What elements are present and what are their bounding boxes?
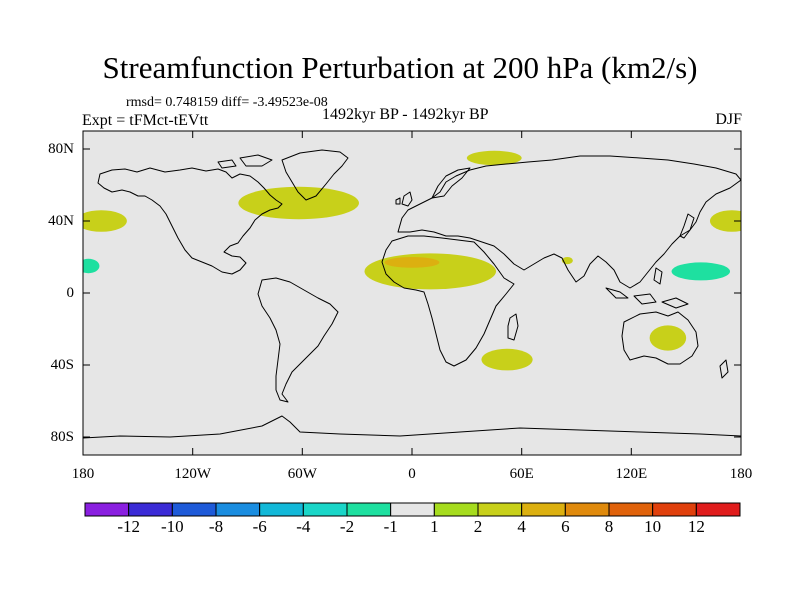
anomaly-region-18 — [649, 325, 687, 351]
anomaly-region-13 — [168, 287, 188, 299]
colorbar-label: -4 — [296, 517, 311, 536]
colorbar-swatch-11 — [521, 502, 566, 517]
anomaly-region-17 — [481, 348, 533, 371]
anomaly-region-6 — [671, 262, 731, 281]
anomaly-region-8 — [238, 186, 359, 220]
colorbar-swatch-15 — [695, 502, 741, 517]
plot-title: Streamfunction Perturbation at 200 hPa (… — [102, 50, 698, 85]
lat-label-80s: 80S — [50, 429, 74, 445]
colorbar-label: 2 — [473, 517, 483, 536]
season-label: DJF — [715, 111, 742, 128]
north-america-coast — [97, 167, 283, 275]
colorbar-label: 8 — [604, 517, 614, 536]
anomaly-region-10 — [466, 150, 522, 166]
africa-coast — [381, 235, 515, 367]
period-label: 1492kyr BP - 1492kyr BP — [322, 106, 489, 123]
lon-ticks — [82, 131, 742, 455]
eurasia-coast — [397, 155, 741, 289]
lon-label-60w: 60W — [287, 466, 317, 482]
anomaly-region-12 — [384, 257, 440, 268]
lon-label-120w: 120W — [174, 466, 212, 482]
colorbar-label: 4 — [517, 517, 526, 536]
anomaly-region-9 — [296, 230, 455, 256]
colorbar-swatch-5 — [259, 502, 304, 517]
colorbar-swatch-13 — [608, 502, 654, 517]
new-zealand-coast — [719, 359, 729, 379]
anomaly-region-1 — [83, 210, 127, 232]
colorbar-swatch-4 — [215, 502, 261, 517]
greenland-coast — [281, 149, 349, 201]
madagascar-coast — [507, 313, 519, 341]
experiment-label: Expt = tFMct-tEVtt — [82, 112, 209, 129]
colorbar-label: 10 — [644, 517, 662, 536]
map-background — [83, 131, 741, 455]
colorbar-swatch-7 — [346, 502, 392, 517]
anomaly-region-2 — [709, 210, 741, 232]
colorbar-label: -2 — [339, 517, 355, 536]
lat-label-80n: 80N — [48, 141, 74, 157]
arctic-islands-coast — [217, 154, 273, 169]
colorbar-label: 6 — [561, 517, 570, 536]
colorbar-swatch-10 — [477, 502, 523, 517]
japan-coast — [679, 213, 695, 239]
lon-label-120e: 120E — [615, 466, 648, 482]
colorbar-label: -8 — [208, 517, 224, 536]
colorbar-swatch-8 — [390, 502, 435, 517]
colorbar-label: -6 — [252, 517, 267, 536]
colorbar-swatch-1 — [84, 502, 130, 517]
lat-label-40s: 40S — [50, 357, 74, 373]
colorbar-swatch-14 — [652, 502, 697, 517]
antarctica-coast — [83, 415, 741, 439]
colorbar-label: 1 — [430, 517, 439, 536]
colorbar-swatch-12 — [564, 502, 610, 517]
lon-label-180e: 180 — [729, 466, 753, 482]
colorbar-label: -1 — [383, 517, 398, 536]
lon-label-180w: 180 — [71, 466, 95, 482]
south-america-coast — [257, 277, 339, 403]
lon-label-60e: 60E — [509, 466, 534, 482]
lat-ticks — [83, 148, 741, 438]
colorbar-label: 12 — [687, 517, 705, 536]
colorbar-swatch-2 — [128, 502, 173, 517]
scandinavia-coast — [431, 167, 471, 199]
anomaly-region-3 — [83, 251, 146, 281]
anomaly-region-14 — [132, 307, 162, 319]
anomaly-region-15 — [93, 327, 109, 338]
colorbar-swatch-6 — [302, 502, 348, 517]
stats-text: rmsd= 0.748159 diff= -3.49523e-08 — [126, 95, 328, 110]
lat-label-40n: 40N — [48, 213, 74, 229]
lat-label-0: 0 — [66, 285, 75, 301]
colorbar-swatch-3 — [171, 502, 217, 517]
colorbar-label: -10 — [160, 517, 184, 536]
colorbar-swatch-9 — [433, 502, 479, 517]
anomaly-region-4 — [83, 258, 100, 274]
coastlines — [83, 149, 741, 439]
australia-coast — [621, 311, 699, 365]
british-isles-coast — [395, 191, 413, 207]
colorbar-label: -12 — [117, 517, 140, 536]
lon-label-0: 0 — [408, 466, 416, 482]
colorbar — [84, 502, 741, 517]
maritime-continent-coast — [605, 267, 689, 309]
